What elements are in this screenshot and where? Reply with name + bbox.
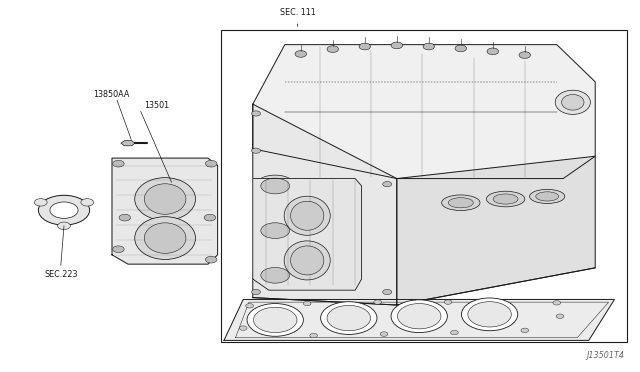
Ellipse shape: [555, 90, 590, 114]
Polygon shape: [121, 141, 135, 146]
Ellipse shape: [261, 223, 289, 238]
Polygon shape: [224, 299, 614, 340]
Text: J13501T4: J13501T4: [586, 351, 624, 360]
Circle shape: [556, 314, 564, 318]
Ellipse shape: [321, 302, 377, 334]
Ellipse shape: [255, 175, 296, 197]
Bar: [221, 30, 627, 342]
Ellipse shape: [145, 223, 186, 253]
Ellipse shape: [327, 305, 371, 331]
Circle shape: [487, 48, 499, 55]
Circle shape: [303, 301, 311, 306]
Circle shape: [327, 46, 339, 52]
Circle shape: [81, 199, 93, 206]
Circle shape: [553, 301, 561, 305]
Circle shape: [455, 45, 467, 52]
Circle shape: [374, 300, 381, 304]
Ellipse shape: [284, 241, 330, 280]
Ellipse shape: [486, 191, 525, 207]
Polygon shape: [397, 156, 595, 305]
Circle shape: [50, 202, 78, 218]
Ellipse shape: [145, 184, 186, 214]
Ellipse shape: [442, 195, 480, 211]
Circle shape: [444, 300, 452, 304]
Ellipse shape: [261, 178, 289, 194]
Circle shape: [113, 160, 124, 167]
Circle shape: [204, 214, 216, 221]
Text: SEC.223: SEC.223: [44, 270, 77, 279]
Ellipse shape: [530, 189, 565, 203]
Ellipse shape: [397, 304, 441, 329]
Circle shape: [35, 199, 47, 206]
Polygon shape: [253, 45, 595, 179]
Circle shape: [295, 51, 307, 57]
Ellipse shape: [391, 300, 447, 333]
Circle shape: [205, 160, 217, 167]
Circle shape: [383, 182, 392, 187]
Circle shape: [246, 304, 253, 308]
Ellipse shape: [255, 220, 296, 241]
Circle shape: [391, 42, 403, 49]
Circle shape: [239, 326, 247, 330]
Circle shape: [58, 222, 70, 230]
Ellipse shape: [253, 307, 297, 333]
Ellipse shape: [135, 217, 196, 260]
Circle shape: [380, 332, 388, 336]
Text: 13850AA: 13850AA: [93, 90, 129, 99]
Circle shape: [252, 289, 260, 295]
Text: SEC. 111: SEC. 111: [280, 8, 316, 17]
Circle shape: [38, 195, 90, 225]
Circle shape: [383, 289, 392, 295]
Ellipse shape: [461, 298, 518, 331]
Ellipse shape: [493, 194, 518, 204]
Ellipse shape: [135, 177, 196, 220]
Ellipse shape: [468, 302, 511, 327]
Text: 13501: 13501: [144, 101, 169, 110]
Ellipse shape: [255, 264, 296, 286]
Ellipse shape: [261, 267, 289, 283]
Ellipse shape: [562, 94, 584, 110]
Circle shape: [359, 43, 371, 50]
Circle shape: [423, 43, 435, 50]
Circle shape: [119, 214, 131, 221]
Ellipse shape: [284, 196, 330, 235]
Circle shape: [113, 246, 124, 253]
Ellipse shape: [291, 201, 324, 230]
Circle shape: [252, 148, 260, 153]
Polygon shape: [253, 179, 362, 290]
Ellipse shape: [291, 246, 324, 275]
Circle shape: [521, 328, 529, 333]
Ellipse shape: [247, 304, 303, 336]
Ellipse shape: [536, 192, 559, 201]
Circle shape: [205, 256, 217, 263]
Circle shape: [310, 333, 317, 338]
Circle shape: [519, 52, 531, 58]
Polygon shape: [253, 104, 397, 305]
Polygon shape: [112, 158, 218, 264]
Ellipse shape: [448, 198, 474, 208]
Circle shape: [451, 330, 458, 335]
Circle shape: [252, 111, 260, 116]
